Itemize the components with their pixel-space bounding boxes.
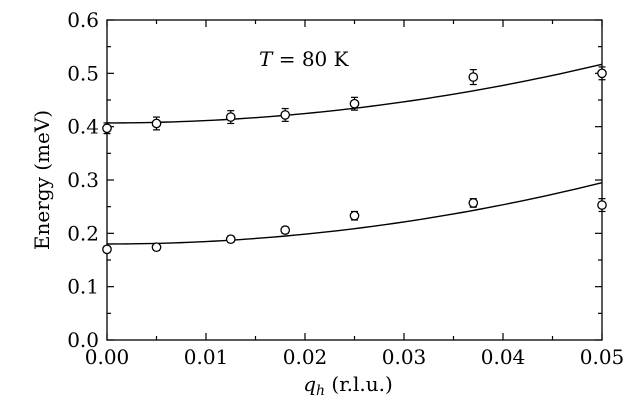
data-point xyxy=(597,68,607,79)
x-tick-labels: 0.00 0.01 0.02 0.03 0.04 0.05 xyxy=(85,345,625,369)
data-point xyxy=(349,210,360,221)
fit-curve-2 xyxy=(106,181,603,245)
x-axis-var: q xyxy=(303,372,316,396)
data-point xyxy=(225,112,236,122)
data-point xyxy=(468,198,479,208)
y-tick-label: 0.2 xyxy=(67,221,99,245)
data-point xyxy=(102,123,112,134)
y-tick-label: 0.0 xyxy=(67,328,99,352)
data-point xyxy=(151,118,162,129)
data-point xyxy=(225,234,236,245)
x-tick-label: 0.01 xyxy=(184,345,229,369)
x-tick-label: 0.00 xyxy=(85,345,130,369)
data-point xyxy=(151,242,162,253)
data-point xyxy=(280,110,291,120)
x-axis-sub: h xyxy=(316,383,325,399)
y-tick-label: 0.5 xyxy=(67,61,99,85)
x-tick-label: 0.02 xyxy=(283,345,328,369)
y-tick-label: 0.4 xyxy=(67,115,99,139)
x-tick-label: 0.05 xyxy=(580,345,625,369)
y-tick-label: 0.3 xyxy=(67,168,99,192)
fit-curve-1 xyxy=(106,63,603,124)
temperature-symbol: T xyxy=(259,47,274,71)
axis-ticks xyxy=(106,19,603,341)
data-point xyxy=(280,225,291,235)
data-point xyxy=(102,244,112,255)
y-axis-label: Energy (meV) xyxy=(30,110,54,250)
x-tick-label: 0.03 xyxy=(382,345,427,369)
data-point xyxy=(597,200,607,210)
data-point xyxy=(468,72,479,82)
temperature-annotation: T = 80 K xyxy=(259,47,350,71)
x-axis-units: (r.l.u.) xyxy=(325,372,393,396)
y-tick-labels: 0.0 0.1 0.2 0.3 0.4 0.5 0.6 xyxy=(67,8,99,352)
data-points xyxy=(102,66,607,255)
x-axis-label: qh (r.l.u.) xyxy=(303,372,393,399)
y-tick-label: 0.1 xyxy=(67,275,99,299)
data-point xyxy=(349,98,360,109)
y-tick-label: 0.6 xyxy=(67,8,99,32)
x-tick-label: 0.04 xyxy=(481,345,526,369)
temperature-value: = 80 K xyxy=(272,47,349,71)
plot-frame xyxy=(106,19,603,341)
